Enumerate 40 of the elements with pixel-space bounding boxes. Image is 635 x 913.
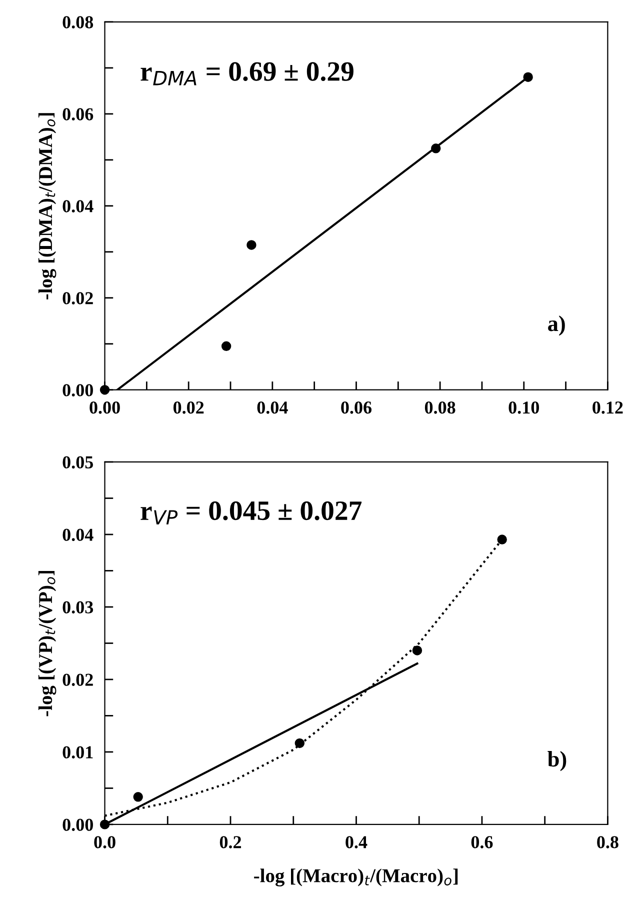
point	[294, 738, 305, 748]
point	[497, 534, 507, 544]
x-tick-label: 0.8	[597, 836, 618, 848]
x-tick-label: 0.6	[471, 836, 493, 848]
point	[412, 646, 422, 656]
annotation: b)	[548, 751, 566, 772]
point	[100, 820, 110, 830]
annotation: r$_{VP}$ = 0.045 ± 0.027	[140, 501, 362, 524]
x-tick-label: 0.04	[257, 401, 288, 414]
x-tick-label: 0.08	[424, 401, 456, 414]
y-tick-label: 0.05	[62, 456, 94, 468]
annotation: a)	[548, 316, 565, 336]
point	[246, 240, 256, 250]
y-tick-label: 0.01	[62, 746, 93, 758]
point	[100, 384, 110, 395]
point	[221, 341, 232, 352]
y-tick-label: 0.03	[62, 601, 94, 614]
point	[523, 72, 533, 82]
y-axis-title: -log [(VP)$_{t}$/(VP)$_{o}$]	[38, 570, 56, 716]
point	[431, 144, 441, 154]
y-tick-label: 0.02	[62, 292, 93, 304]
x-tick-label: 0.2	[220, 836, 242, 848]
y-tick-label: 0.00	[62, 818, 93, 831]
x-tick-label: 0.12	[592, 401, 623, 414]
x-tick-label: 0.4	[346, 836, 368, 848]
x-axis-title: -log [(Macro)$_{t}$/(Macro)$_{o}$]	[254, 868, 458, 886]
x-tick-label: 0.0	[94, 836, 116, 848]
y-tick-label: 0.02	[62, 674, 93, 686]
y-tick-label: 0.04	[62, 528, 94, 541]
point	[133, 792, 143, 802]
y-tick-label: 0.00	[62, 384, 93, 396]
annotation: r$_{DMA}$ = 0.69 ± 0.29	[140, 62, 354, 86]
y-tick-label: 0.06	[62, 108, 94, 120]
x-tick-label: 0.02	[173, 401, 204, 414]
x-tick-label: 0.06	[341, 401, 372, 414]
y-tick-label: 0.08	[62, 16, 94, 28]
x-tick-label: 0.10	[508, 401, 539, 414]
y-axis-title: -log [(DMA)$_{t}$/(DMA)$_{o}$]	[38, 113, 56, 300]
y-tick-label: 0.04	[62, 200, 94, 212]
x-tick-label: 0.00	[90, 401, 120, 414]
